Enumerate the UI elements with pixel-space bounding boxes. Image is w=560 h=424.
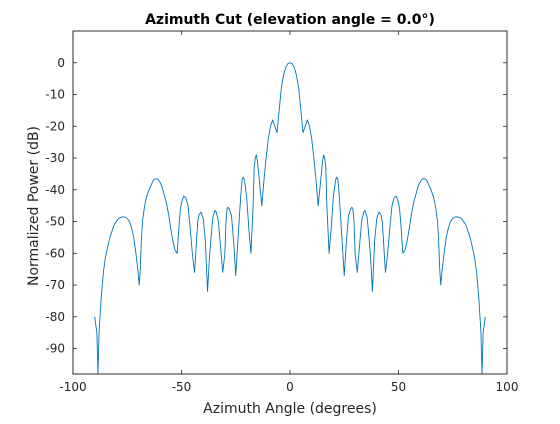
series-line-1 bbox=[94, 62, 486, 374]
x-tick-label: 100 bbox=[496, 380, 519, 394]
y-tick-label: -30 bbox=[45, 151, 65, 165]
y-axis-label: Normalized Power (dB) bbox=[26, 126, 42, 286]
y-tick-label: -50 bbox=[45, 215, 65, 229]
y-tick-label: -20 bbox=[45, 119, 65, 133]
y-tick-label: -60 bbox=[45, 246, 65, 260]
plot-border bbox=[72, 30, 508, 375]
ticks: -100 -50 0 50 100 0 -10 -20 -30 -40 -50 -60 -70 -80 -9… bbox=[45, 30, 519, 394]
series-layer bbox=[94, 62, 486, 374]
plot-area bbox=[72, 30, 508, 375]
y-tick-label: -80 bbox=[45, 310, 65, 324]
y-tick-label: -10 bbox=[45, 88, 65, 102]
x-axis-label: Azimuth Angle (degrees) bbox=[203, 401, 377, 417]
x-tick-label: -100 bbox=[59, 380, 86, 394]
y-tick-label: 0 bbox=[57, 56, 65, 70]
x-tick-label: 0 bbox=[286, 380, 294, 394]
x-tick-label: 50 bbox=[391, 380, 406, 394]
axes bbox=[72, 30, 508, 375]
chart-title: Azimuth Cut (elevation angle = 0.0°) bbox=[145, 12, 435, 28]
y-tick-label: -70 bbox=[45, 278, 65, 292]
x-tick-label: -50 bbox=[172, 380, 192, 394]
y-tick-label: -40 bbox=[45, 183, 65, 197]
y-tick-label: -90 bbox=[45, 342, 65, 356]
